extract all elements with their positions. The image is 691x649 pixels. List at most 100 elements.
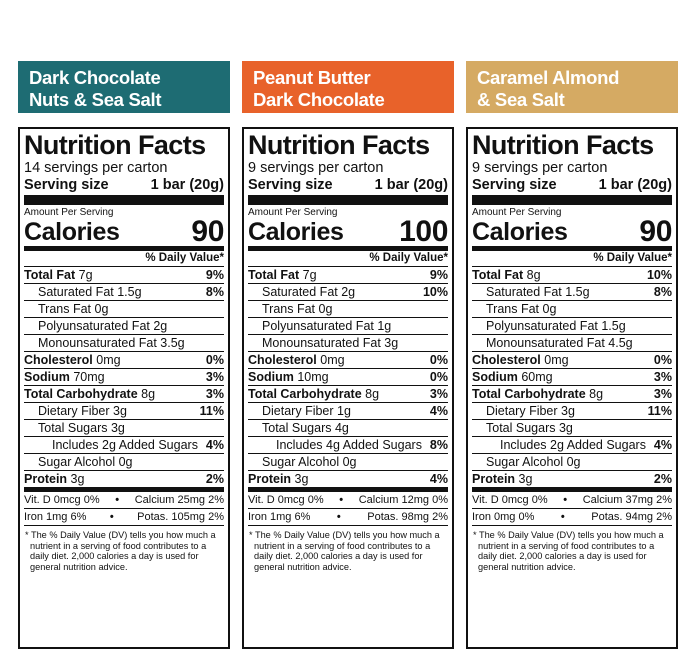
added-sugars-label: Includes 2g Added Sugars	[52, 438, 198, 452]
monounsaturated-fat-row: Monounsaturated Fat 3.5g	[24, 335, 224, 352]
dietary-fiber-label: Dietary Fiber 3g	[486, 404, 575, 418]
polyunsaturated-fat-row: Polyunsaturated Fat 1g	[248, 318, 448, 335]
product-name-line2: Dark Chocolate	[253, 89, 385, 110]
calcium-value: Calcium 12mg 0%	[358, 494, 448, 506]
trans-fat-label: Trans Fat 0g	[38, 302, 109, 316]
calories-row: Calories 100	[248, 217, 448, 251]
total-carbohydrate-row: Total Carbohydrate 8g 3%	[248, 386, 448, 403]
vitamin-row-2: Iron 1mg 6% • Potas. 98mg 2%	[248, 509, 448, 526]
sugar-alcohol-label: Sugar Alcohol 0g	[38, 455, 133, 469]
serving-size-row: Serving size 1 bar (20g)	[24, 176, 224, 205]
dietary-fiber-row: Dietary Fiber 3g 11%	[472, 403, 672, 420]
dietary-fiber-label: Dietary Fiber 3g	[38, 404, 127, 418]
total-sugars-label: Total Sugars 3g	[486, 421, 573, 435]
product-name-line2: Nuts & Sea Salt	[29, 89, 162, 110]
protein-row: Protein 3g 2%	[472, 471, 672, 492]
bullet-separator: •	[336, 511, 341, 523]
added-sugars-label: Includes 2g Added Sugars	[500, 438, 646, 452]
saturated-fat-label: Saturated Fat 2g	[262, 285, 356, 299]
sugar-alcohol-label: Sugar Alcohol 0g	[262, 455, 357, 469]
total-fat-dv: 10%	[646, 268, 672, 282]
trans-fat-row: Trans Fat 0g	[248, 301, 448, 318]
total-fat-row: Total Fat 8g 10%	[472, 267, 672, 284]
total-carbohydrate-amount: 8g	[589, 387, 604, 401]
cholesterol-amount: 0mg	[544, 353, 569, 367]
saturated-fat-label: Saturated Fat 1.5g	[486, 285, 590, 299]
daily-value-header: % Daily Value*	[472, 251, 672, 267]
product-name-line1: Caramel Almond	[477, 67, 620, 88]
sodium-amount: 60mg	[521, 370, 553, 384]
product-column: Peanut Butter Dark Chocolate Nutrition F…	[242, 61, 454, 649]
total-sugars-row: Total Sugars 4g	[248, 420, 448, 437]
vitamin-row-2: Iron 1mg 6% • Potas. 105mg 2%	[24, 509, 224, 526]
cholesterol-row: Cholesterol 0mg 0%	[24, 352, 224, 369]
monounsaturated-fat-label: Monounsaturated Fat 3.5g	[38, 336, 185, 350]
bullet-separator: •	[115, 494, 120, 506]
cholesterol-dv: 0%	[205, 353, 224, 367]
iron-value: Iron 1mg 6%	[248, 511, 311, 523]
cholesterol-amount: 0mg	[96, 353, 121, 367]
saturated-fat-dv: 8%	[205, 285, 224, 299]
sodium-label: Sodium	[24, 370, 70, 384]
calories-row: Calories 90	[24, 217, 224, 251]
protein-dv: 4%	[429, 472, 448, 486]
calories-value: 90	[639, 215, 672, 248]
total-sugars-row: Total Sugars 3g	[24, 420, 224, 437]
bullet-separator: •	[563, 494, 568, 506]
trans-fat-row: Trans Fat 0g	[24, 301, 224, 318]
dietary-fiber-dv: 4%	[429, 404, 448, 418]
protein-amount: 3g	[294, 472, 309, 486]
nutrition-facts-title: Nutrition Facts	[24, 130, 206, 160]
serving-size-row: Serving size 1 bar (20g)	[248, 176, 448, 205]
serving-size-label: Serving size	[24, 177, 109, 193]
serving-size-value: 1 bar (20g)	[150, 177, 224, 193]
product-name-banner: Dark Chocolate Nuts & Sea Salt	[18, 61, 230, 113]
total-fat-row: Total Fat 7g 9%	[248, 267, 448, 284]
bullet-separator: •	[339, 494, 344, 506]
monounsaturated-fat-label: Monounsaturated Fat 4.5g	[486, 336, 633, 350]
daily-value-footnote: * The % Daily Value (DV) tells you how m…	[25, 530, 216, 572]
amount-per-serving: Amount Per Serving	[24, 207, 114, 218]
serving-size-value: 1 bar (20g)	[598, 177, 672, 193]
protein-dv: 2%	[653, 472, 672, 486]
dietary-fiber-dv: 11%	[199, 404, 224, 418]
sodium-label: Sodium	[472, 370, 518, 384]
serving-size-value: 1 bar (20g)	[374, 177, 448, 193]
calcium-value: Calcium 37mg 2%	[582, 494, 672, 506]
monounsaturated-fat-row: Monounsaturated Fat 3g	[248, 335, 448, 352]
potassium-value: Potas. 98mg 2%	[367, 511, 448, 523]
cholesterol-row: Cholesterol 0mg 0%	[472, 352, 672, 369]
daily-value-footnote: * The % Daily Value (DV) tells you how m…	[249, 530, 440, 572]
dietary-fiber-row: Dietary Fiber 3g 11%	[24, 403, 224, 420]
iron-value: Iron 1mg 6%	[24, 511, 87, 523]
total-carbohydrate-amount: 8g	[141, 387, 156, 401]
trans-fat-label: Trans Fat 0g	[262, 302, 333, 316]
servings-per-container: 9 servings per carton	[472, 160, 608, 176]
sugar-alcohol-row: Sugar Alcohol 0g	[472, 454, 672, 471]
sodium-row: Sodium 70mg 3%	[24, 369, 224, 386]
product-name-banner: Peanut Butter Dark Chocolate	[242, 61, 454, 113]
total-fat-label: Total Fat	[248, 268, 300, 282]
potassium-value: Potas. 94mg 2%	[591, 511, 672, 523]
sodium-label: Sodium	[248, 370, 294, 384]
added-sugars-dv: 4%	[653, 438, 672, 452]
cholesterol-row: Cholesterol 0mg 0%	[248, 352, 448, 369]
added-sugars-dv: 4%	[205, 438, 224, 452]
total-carbohydrate-dv: 3%	[429, 387, 448, 401]
sodium-row: Sodium 60mg 3%	[472, 369, 672, 386]
sodium-amount: 10mg	[297, 370, 329, 384]
total-fat-amount: 8g	[526, 268, 541, 282]
sodium-dv: 0%	[429, 370, 448, 384]
added-sugars-dv: 8%	[429, 438, 448, 452]
cholesterol-label: Cholesterol	[472, 353, 541, 367]
dietary-fiber-dv: 11%	[647, 404, 672, 418]
saturated-fat-dv: 10%	[422, 285, 448, 299]
cholesterol-dv: 0%	[653, 353, 672, 367]
total-sugars-row: Total Sugars 3g	[472, 420, 672, 437]
serving-size-label: Serving size	[248, 177, 333, 193]
serving-size-row: Serving size 1 bar (20g)	[472, 176, 672, 205]
daily-value-header: % Daily Value*	[248, 251, 448, 267]
vitamin-row-1: Vit. D 0mcg 0% • Calcium 37mg 2%	[472, 492, 672, 509]
vitamin-row-1: Vit. D 0mcg 0% • Calcium 12mg 0%	[248, 492, 448, 509]
added-sugars-label: Includes 4g Added Sugars	[276, 438, 422, 452]
